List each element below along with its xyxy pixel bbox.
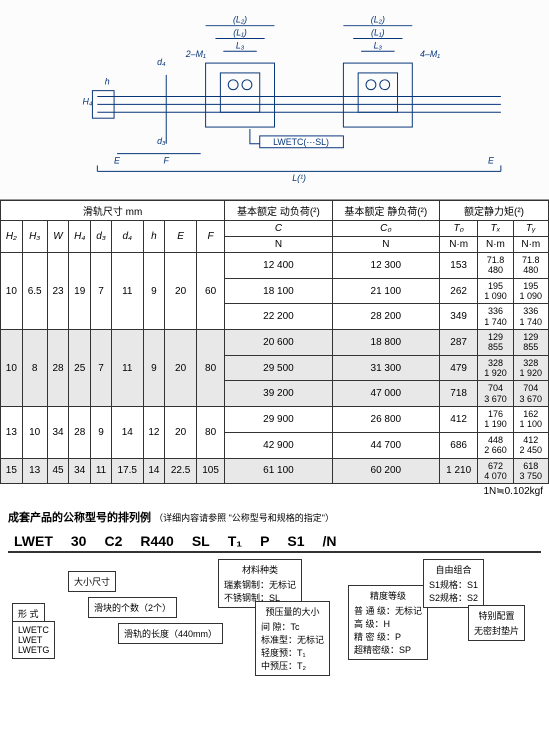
part-segment: SL [186, 533, 216, 549]
dim-h4: H₄ [83, 96, 93, 106]
th-w: W [47, 221, 69, 253]
part-segment: C2 [98, 533, 128, 549]
part-segment: 30 [65, 533, 93, 549]
technical-drawing: (L₂) (L₂) (L₁) (L₁) L₃ L₃ 2‒M₁ 4‒M₁ d₄ H… [0, 0, 549, 200]
th-tx: Tₓ [478, 221, 513, 237]
dim-e1: E [114, 155, 120, 165]
ordering-section: 成套产品的公称型号的排列例 （详细内容请参照 "公称型号和规格的指定"） LWE… [0, 499, 549, 679]
dim-f: F [164, 155, 170, 165]
th-c0: C₀ [332, 221, 439, 237]
part-segment: S1 [281, 533, 310, 549]
th-f: F [196, 221, 224, 253]
th-c0-u: N [332, 237, 439, 253]
part-segment: T₁ [222, 533, 248, 549]
box-size: 大小尺寸 [68, 571, 116, 592]
dim-l2a: (L₂) [233, 15, 247, 25]
th-c0-group: 基本额定 静负荷(²) [332, 201, 439, 221]
dim-l3b: L₃ [374, 40, 383, 50]
dim-4m1: 4‒M₁ [420, 49, 440, 59]
box-preload: 预压量的大小 间 隙：Tc标准型：无标记轻度预：T₁中预压：T₂ [255, 601, 330, 676]
th-h2: H₂ [1, 221, 23, 253]
box-form-body: LWETCLWETLWETG [12, 621, 55, 659]
dim-e2: E [488, 155, 494, 165]
th-c-group: 基本额定 动负荷(²) [225, 201, 332, 221]
dim-h: h [105, 77, 110, 87]
th-t0-u: N·m [440, 237, 478, 253]
ordering-boxes: 形 式 LWETCLWETLWETG 大小尺寸 滑块的个数（2个） 滑轨的长度（… [8, 559, 541, 669]
th-ty-u: N·m [513, 237, 548, 253]
th-t0: T₀ [440, 221, 478, 237]
part-segment: P [254, 533, 275, 549]
th-h4: H₄ [69, 221, 91, 253]
dim-l1b: (L₁) [371, 28, 385, 38]
th-ty: Tᵧ [513, 221, 548, 237]
th-hh: h [143, 221, 165, 253]
table-row: 10828257119208020 60018 8002871298551298… [1, 330, 549, 356]
table-row: 1310342891412208029 90026 8004121761 190… [1, 407, 549, 433]
dim-l1a: (L₁) [233, 28, 247, 38]
dim-d4: d₄ [157, 57, 166, 67]
box-length: 滑轨的长度（440mm） [118, 623, 223, 644]
th-c-u: N [225, 237, 332, 253]
dim-d3: d₃ [157, 136, 166, 146]
th-rail: 滑轨尺寸 mm [1, 201, 225, 221]
th-h3: H₃ [22, 221, 47, 253]
box-special: 特别配置 无密封垫片 [468, 605, 525, 641]
dim-l2b: (L₂) [371, 15, 385, 25]
part-segment: LWET [8, 533, 59, 549]
th-c: C [225, 221, 332, 237]
box-combo: 自由组合 S1规格：S1S2规格：S2 [423, 559, 484, 608]
th-tx-u: N·m [478, 237, 513, 253]
box-count: 滑块的个数（2个） [88, 597, 177, 618]
dim-2m1: 2‒M₁ [185, 49, 206, 59]
dim-l: L(¹) [292, 173, 306, 183]
part-segment: /N [317, 533, 343, 549]
th-moment: 额定静力矩(²) [440, 201, 549, 221]
box-precision: 精度等级 普 通 级：无标记高 级：H精 密 级：P超精密级：SP [348, 585, 428, 660]
table-row: 151345341117.51422.510561 10060 2001 210… [1, 458, 549, 484]
th-d3: d₃ [91, 221, 112, 253]
part-segment: R440 [134, 533, 179, 549]
unit-footnote: 1N≒0.102kgf [0, 484, 549, 499]
spec-table: 滑轨尺寸 mm 基本额定 动负荷(²) 基本额定 静负荷(²) 额定静力矩(²)… [0, 200, 549, 484]
table-row: 106.523197119206012 40012 30015371.84807… [1, 253, 549, 279]
table-body: 106.523197119206012 40012 30015371.84807… [1, 253, 549, 484]
part-number-row: LWET 30 C2 R440 SL T₁ P S1/N [8, 533, 541, 553]
dim-l3a: L₃ [236, 40, 245, 50]
th-d4: d₄ [111, 221, 143, 253]
ordering-title: 成套产品的公称型号的排列例 [8, 512, 151, 524]
callout-lwetc: LWETC(⋯SL) [273, 137, 329, 147]
ordering-title-note: （详细内容请参照 "公称型号和规格的指定"） [154, 513, 334, 523]
th-e: E [165, 221, 197, 253]
